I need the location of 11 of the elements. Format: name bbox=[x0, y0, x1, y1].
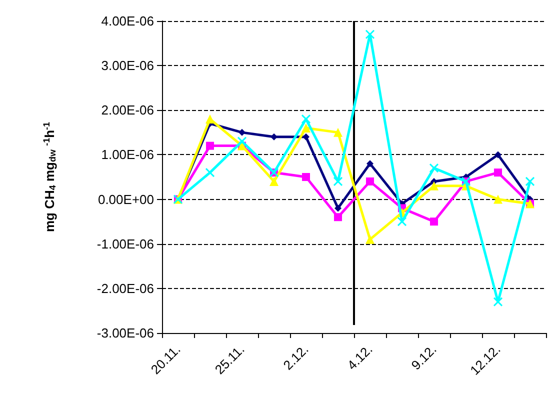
x-tick-label: 4.12. bbox=[344, 342, 376, 373]
y-tick-label: 0.00E+00 bbox=[98, 192, 154, 207]
y-tick-label: 2.00E-06 bbox=[101, 102, 154, 118]
x-tick-label: 9.12. bbox=[408, 342, 440, 373]
y-tick-label: -3.00E-06 bbox=[96, 326, 154, 340]
y-tick-label: 4.00E-06 bbox=[101, 14, 154, 28]
y-tick-label: -1.00E-06 bbox=[96, 236, 154, 252]
y-axis-title: mg CH4 mgdw -1h-1 bbox=[42, 122, 58, 232]
y-tick-label: -2.00E-06 bbox=[96, 280, 154, 296]
y-tick-label: 3.00E-06 bbox=[101, 58, 154, 74]
y-tick-label: 1.00E-06 bbox=[101, 147, 154, 162]
